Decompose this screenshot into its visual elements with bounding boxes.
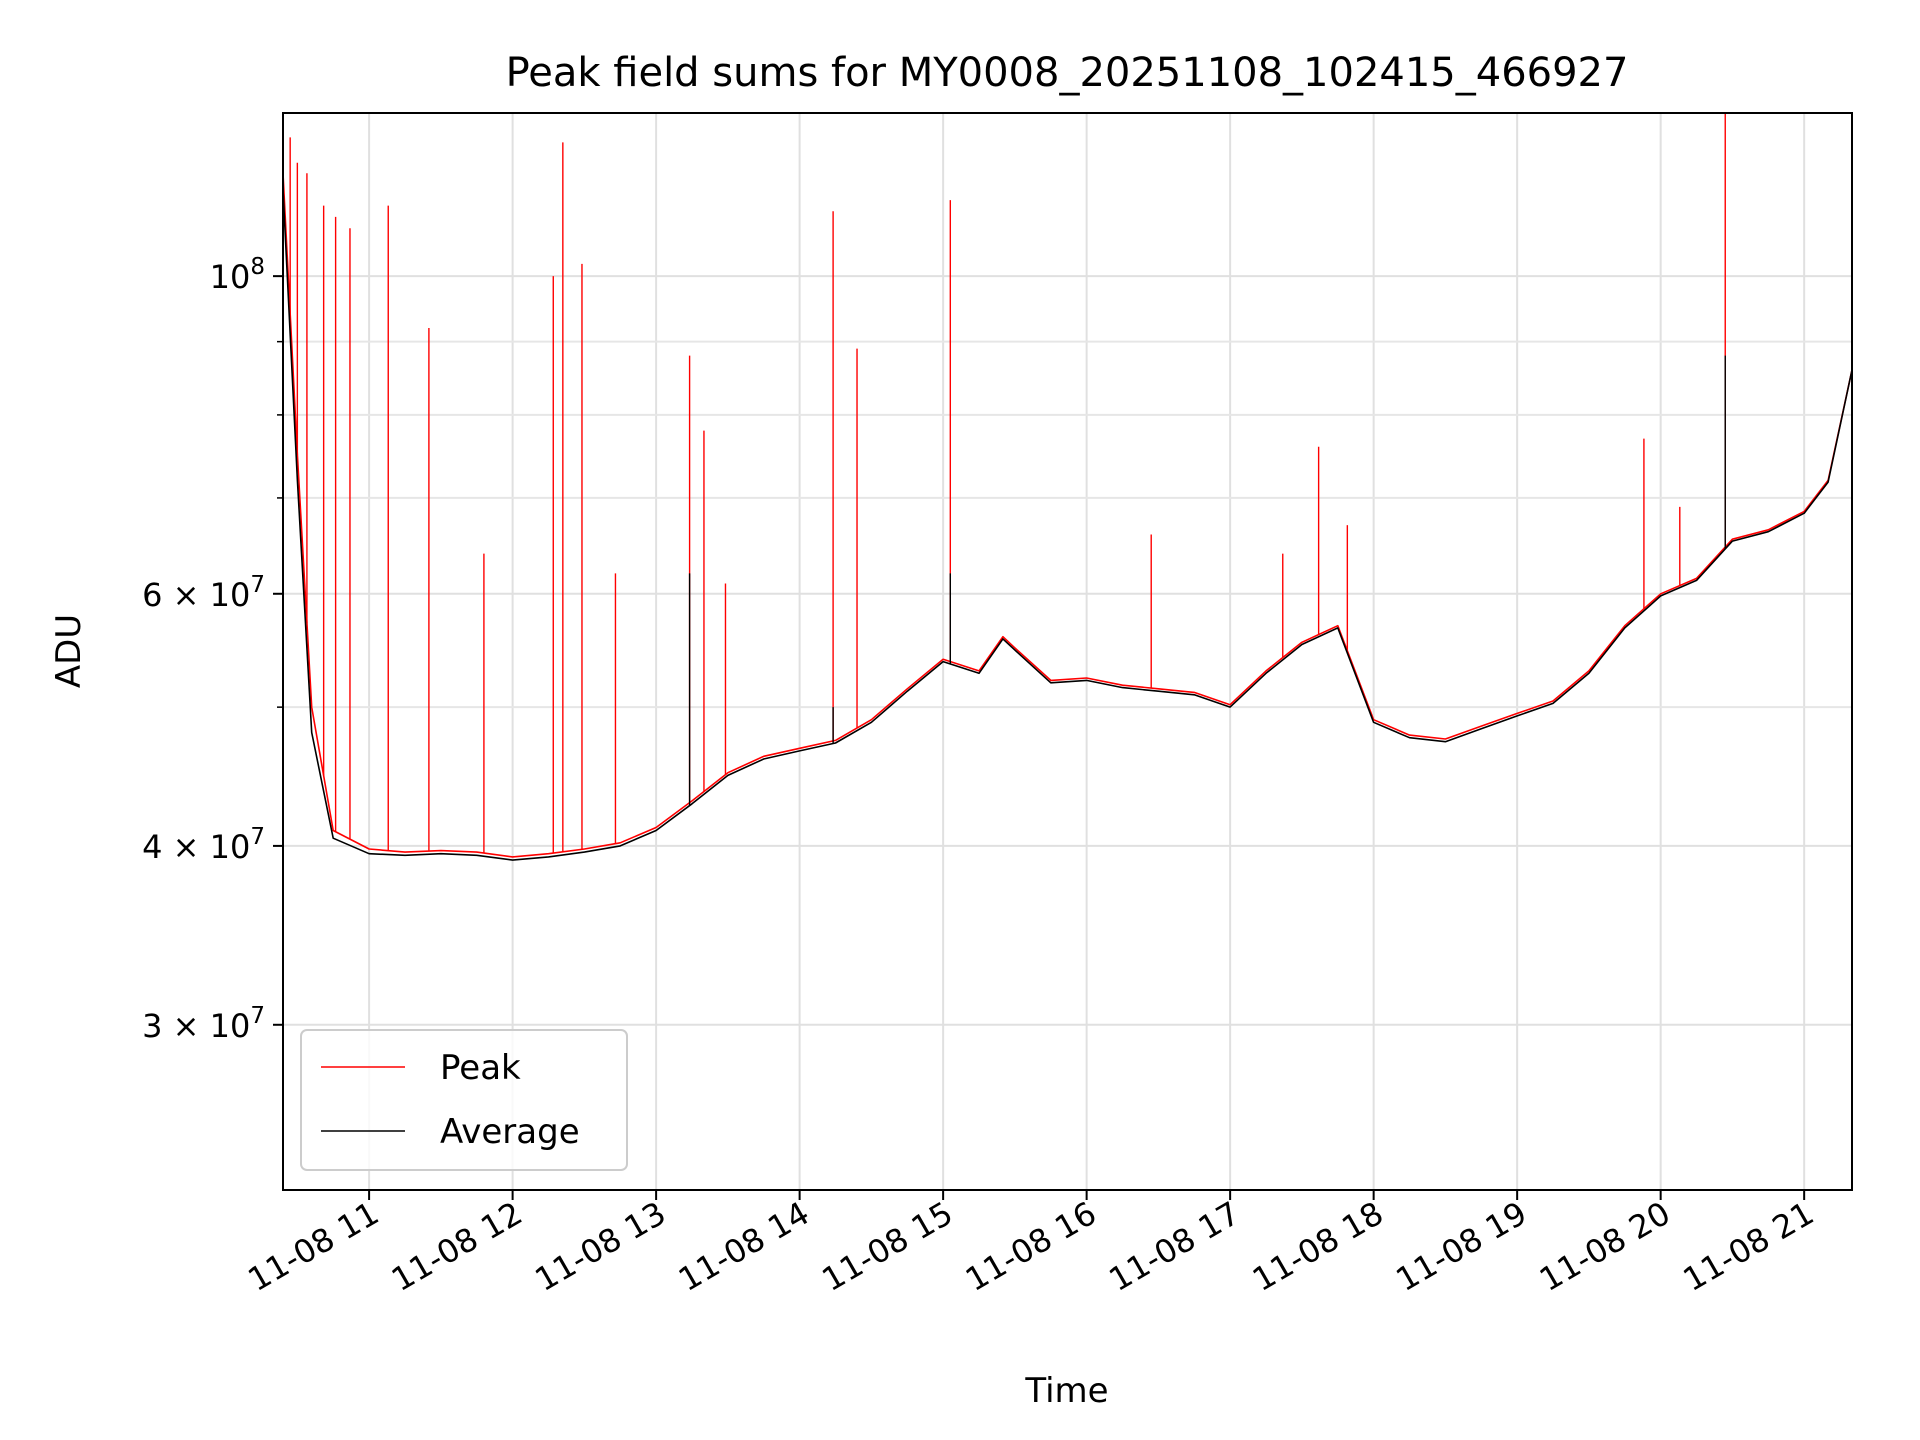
x-axis-label: Time [1024, 1371, 1108, 1411]
y-tick-label: 4 × 107 [142, 824, 265, 866]
plot-lines [282, 113, 1853, 861]
y-axis: 108 6 × 107 4 × 107 3 × 107 [142, 254, 283, 1045]
grid [283, 113, 1852, 1190]
y-tick-label: 6 × 107 [142, 572, 265, 614]
legend-box [300, 1029, 628, 1171]
series-peak-line [282, 173, 1853, 858]
legend-average-label: Average [440, 1112, 580, 1152]
plot-frame [282, 112, 1853, 1191]
legend-peak-label: Peak [440, 1048, 521, 1088]
y-axis-label: ADU [49, 614, 89, 688]
chart-title: Peak field sums for MY0008_20251108_1024… [506, 50, 1629, 96]
legend: Peak Average [300, 1029, 628, 1171]
y-tick-label: 3 × 107 [142, 1003, 265, 1045]
y-tick-label: 108 [210, 254, 265, 296]
series-average-line [282, 189, 1853, 861]
